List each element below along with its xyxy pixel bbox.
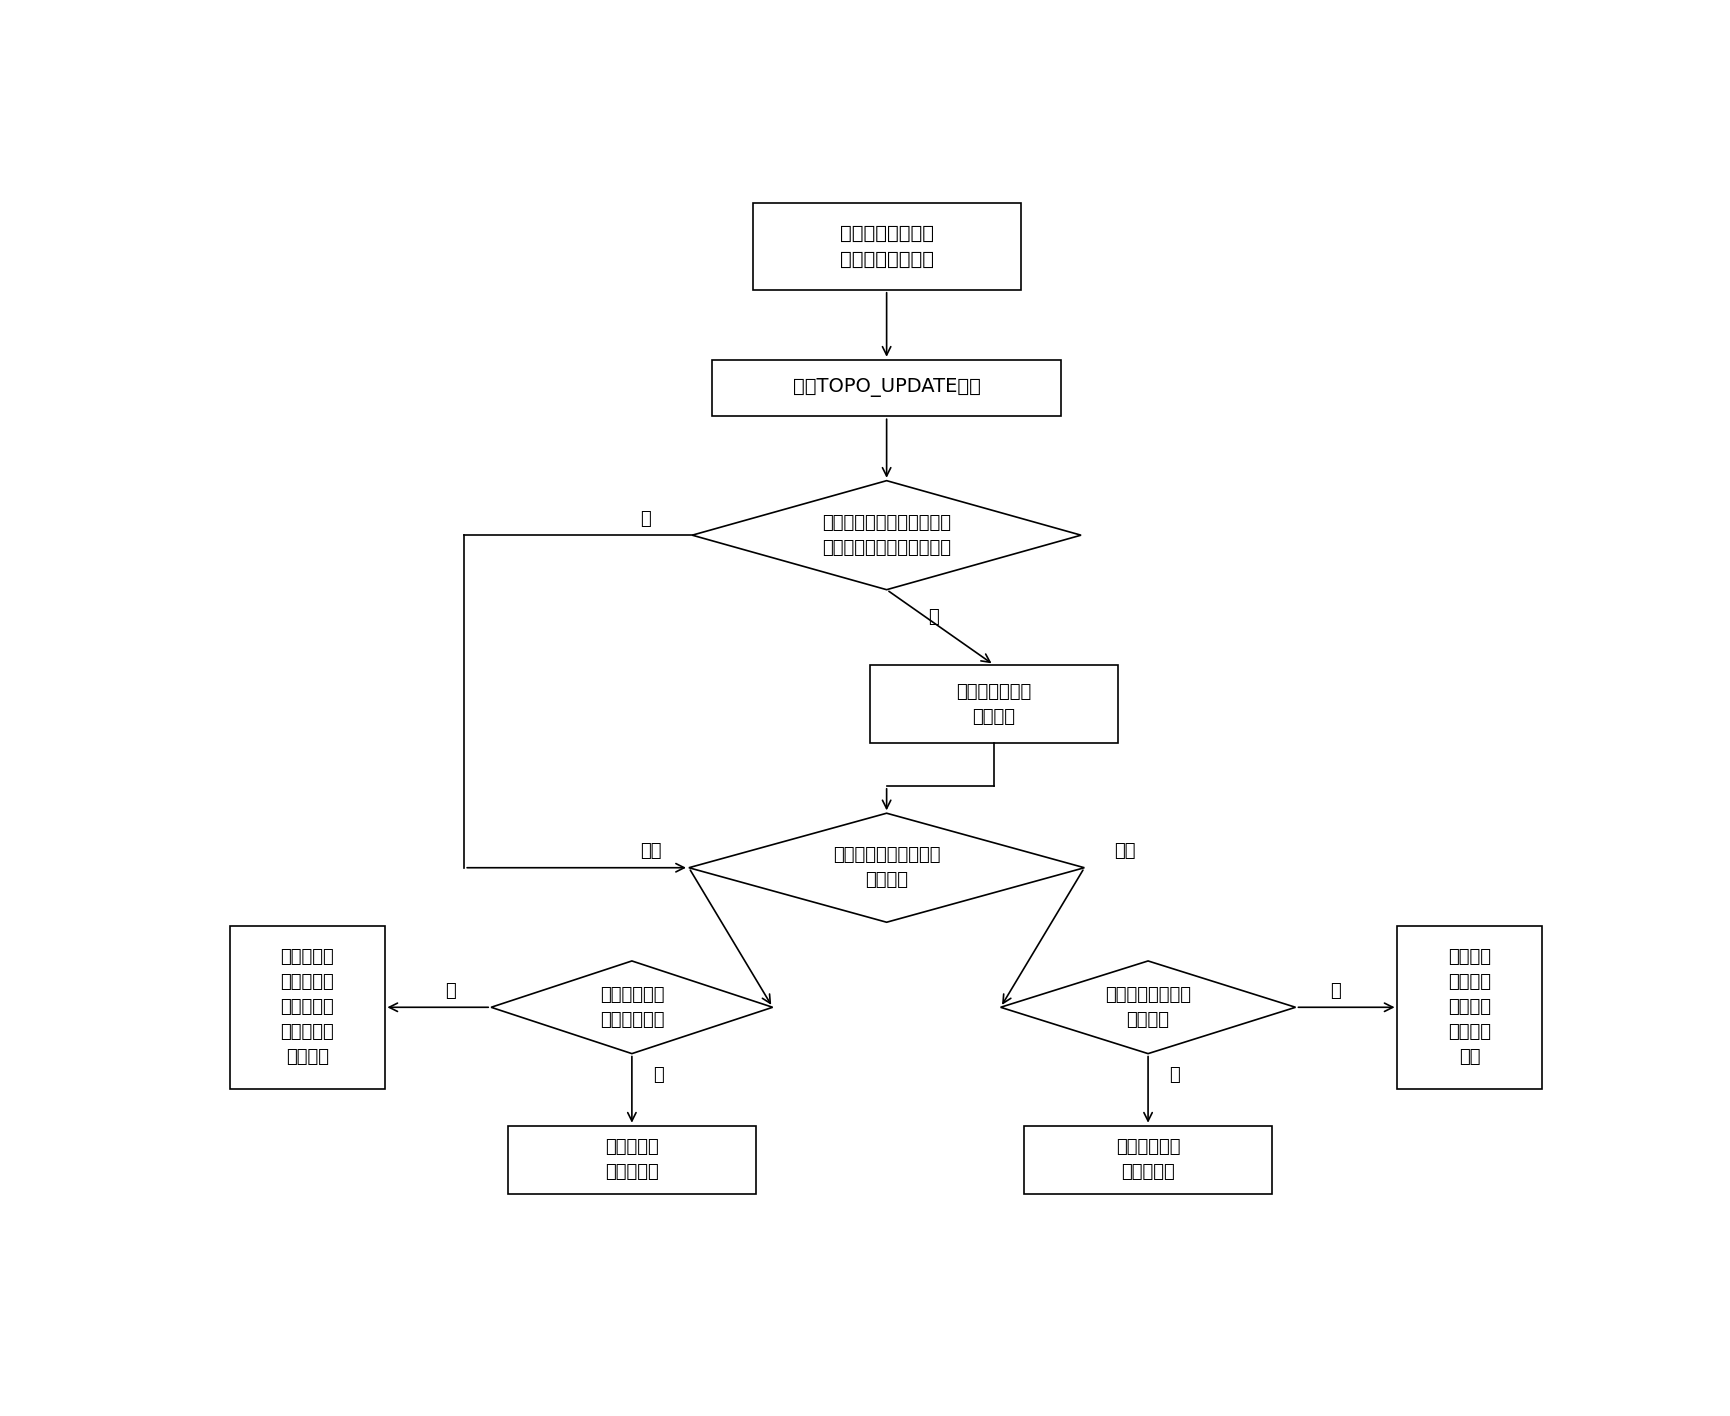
Text: 边表中是否存在此
端点信息: 边表中是否存在此 端点信息 xyxy=(1105,986,1190,1029)
Text: 链路信息中的链路状态
是否有效: 链路信息中的链路状态 是否有效 xyxy=(832,847,941,889)
FancyBboxPatch shape xyxy=(870,666,1118,743)
Text: 将此端点添加到
顶点表中: 将此端点添加到 顶点表中 xyxy=(957,683,1031,725)
FancyBboxPatch shape xyxy=(713,360,1060,416)
FancyBboxPatch shape xyxy=(753,202,1021,290)
Text: 将此端节点
插入边表中: 将此端节点 插入边表中 xyxy=(606,1138,659,1181)
Text: 边表中不
存在此端
节点，不
进行删除
操作: 边表中不 存在此端 节点，不 进行删除 操作 xyxy=(1448,949,1491,1066)
Text: 否: 否 xyxy=(1330,981,1341,1000)
Text: 判断链接信息中的两端点是
否存在于邻接表的顶点表中: 判断链接信息中的两端点是 否存在于邻接表的顶点表中 xyxy=(822,514,952,556)
Text: 是: 是 xyxy=(446,981,457,1000)
Text: 边表中存在
此端节点，
不用在边表
中在此插入
此端节点: 边表中存在 此端节点， 不用在边表 中在此插入 此端节点 xyxy=(280,949,334,1066)
FancyBboxPatch shape xyxy=(509,1126,756,1194)
Polygon shape xyxy=(1000,961,1296,1054)
Text: 边表中是否存
在此端点信息: 边表中是否存 在此端点信息 xyxy=(600,986,664,1029)
Text: 否: 否 xyxy=(654,1066,664,1085)
Text: 否: 否 xyxy=(929,607,939,626)
FancyBboxPatch shape xyxy=(230,926,384,1089)
Polygon shape xyxy=(689,813,1085,922)
Text: 是: 是 xyxy=(640,510,650,528)
Text: 将此端节点从
边表中删除: 将此端节点从 边表中删除 xyxy=(1116,1138,1180,1181)
Text: 建立邻接表，用于
保存全网拓扑信息: 建立邻接表，用于 保存全网拓扑信息 xyxy=(839,224,934,269)
Text: 响应TOPO_UPDATE中断: 响应TOPO_UPDATE中断 xyxy=(792,378,981,398)
Polygon shape xyxy=(491,961,773,1054)
Text: 是: 是 xyxy=(1169,1066,1180,1085)
FancyBboxPatch shape xyxy=(1024,1126,1272,1194)
Polygon shape xyxy=(692,480,1081,589)
Text: 无效: 无效 xyxy=(1114,843,1135,861)
FancyBboxPatch shape xyxy=(1398,926,1541,1089)
Text: 有效: 有效 xyxy=(640,843,663,861)
